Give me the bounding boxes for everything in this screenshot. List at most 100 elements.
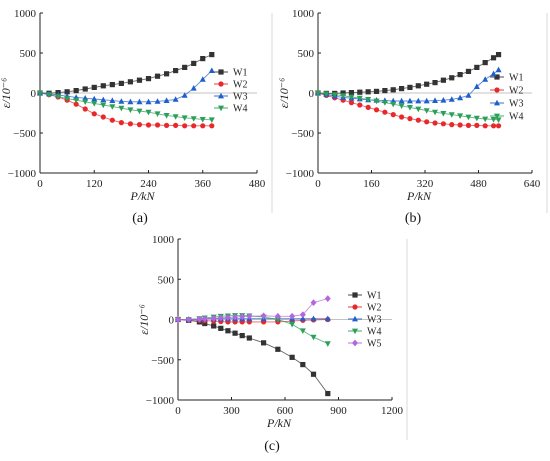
x-tick-label: 0 xyxy=(175,405,181,417)
y-tick-label: −1000 xyxy=(8,168,37,180)
data-point xyxy=(163,97,170,103)
data-point xyxy=(340,93,347,99)
data-point xyxy=(348,100,355,106)
data-point xyxy=(196,315,203,323)
data-point xyxy=(210,314,217,322)
data-point xyxy=(55,94,62,100)
legend-marker xyxy=(218,69,224,75)
data-point xyxy=(209,52,215,58)
data-point xyxy=(449,122,455,128)
data-point xyxy=(200,123,206,129)
legend-label: W2 xyxy=(233,80,247,91)
data-point xyxy=(199,117,206,123)
data-point xyxy=(465,68,472,74)
series-w5 xyxy=(175,295,331,323)
data-point xyxy=(300,361,306,368)
data-point xyxy=(357,102,363,108)
x-tick-label: 0 xyxy=(315,178,321,190)
data-point xyxy=(490,123,497,129)
data-point xyxy=(415,117,421,123)
data-point xyxy=(415,83,421,89)
data-point xyxy=(440,97,447,103)
data-point xyxy=(163,113,170,119)
data-point xyxy=(275,346,281,352)
data-point xyxy=(432,97,439,103)
legend-marker xyxy=(352,315,358,322)
legend-marker xyxy=(352,339,358,347)
data-point xyxy=(465,122,472,128)
legend-marker xyxy=(494,99,500,106)
data-point xyxy=(365,89,371,95)
data-point xyxy=(100,102,107,109)
data-point xyxy=(440,111,447,117)
data-point xyxy=(190,85,197,91)
data-point xyxy=(100,83,106,89)
legend-marker xyxy=(494,87,500,93)
data-point xyxy=(82,106,88,112)
data-point xyxy=(299,328,306,334)
data-point xyxy=(136,122,143,128)
data-point xyxy=(348,90,355,96)
series-w4 xyxy=(37,90,215,123)
data-point xyxy=(118,120,124,126)
data-point xyxy=(424,119,430,125)
data-point xyxy=(82,95,89,101)
data-point xyxy=(91,111,97,117)
legend-marker xyxy=(352,292,358,298)
legend-label: W3 xyxy=(509,99,523,110)
data-point xyxy=(448,112,455,118)
y-tick-label: −1000 xyxy=(286,168,315,180)
data-point xyxy=(182,123,188,129)
data-point xyxy=(211,323,217,329)
data-point xyxy=(299,315,306,322)
series-line xyxy=(178,315,328,345)
data-point xyxy=(365,97,372,103)
data-point xyxy=(495,123,502,129)
data-point xyxy=(232,330,238,336)
y-tick-label: 1000 xyxy=(152,234,175,246)
data-point xyxy=(406,105,413,111)
data-point xyxy=(482,60,488,66)
data-point xyxy=(118,98,125,104)
y-tick-label: 1000 xyxy=(14,8,37,20)
x-tick-label: 360 xyxy=(195,178,212,190)
data-point xyxy=(145,98,152,105)
data-point xyxy=(495,66,502,73)
data-point xyxy=(310,315,317,322)
data-point xyxy=(154,98,161,104)
legend-marker xyxy=(352,328,358,335)
data-point xyxy=(173,122,179,128)
data-point xyxy=(357,89,363,95)
data-point xyxy=(325,390,331,397)
data-point xyxy=(407,116,413,122)
x-tick-label: 600 xyxy=(277,405,294,417)
series-w1 xyxy=(37,52,215,96)
y-tick-label: −500 xyxy=(291,128,314,140)
y-tick-label: −500 xyxy=(151,355,174,367)
y-axis-label: ε/10⁻⁶ xyxy=(277,78,291,109)
data-point xyxy=(289,354,295,360)
data-point xyxy=(109,82,115,88)
x-tick-label: 640 xyxy=(524,178,541,190)
data-point xyxy=(136,77,143,83)
data-point xyxy=(163,71,170,77)
data-point xyxy=(495,52,502,58)
data-point xyxy=(381,100,388,106)
data-point xyxy=(457,113,464,119)
legend-label: W4 xyxy=(233,104,247,115)
data-point xyxy=(457,94,464,101)
legend-marker xyxy=(494,74,500,80)
legend-label: W1 xyxy=(509,73,523,84)
data-point xyxy=(191,60,197,66)
data-point xyxy=(225,328,231,334)
data-point xyxy=(246,312,253,320)
panel-label-a: (a) xyxy=(132,211,148,226)
data-point xyxy=(324,315,331,322)
legend-label: W3 xyxy=(367,315,381,326)
data-point xyxy=(232,313,239,321)
data-point xyxy=(473,115,480,122)
x-tick-label: 160 xyxy=(363,178,380,190)
